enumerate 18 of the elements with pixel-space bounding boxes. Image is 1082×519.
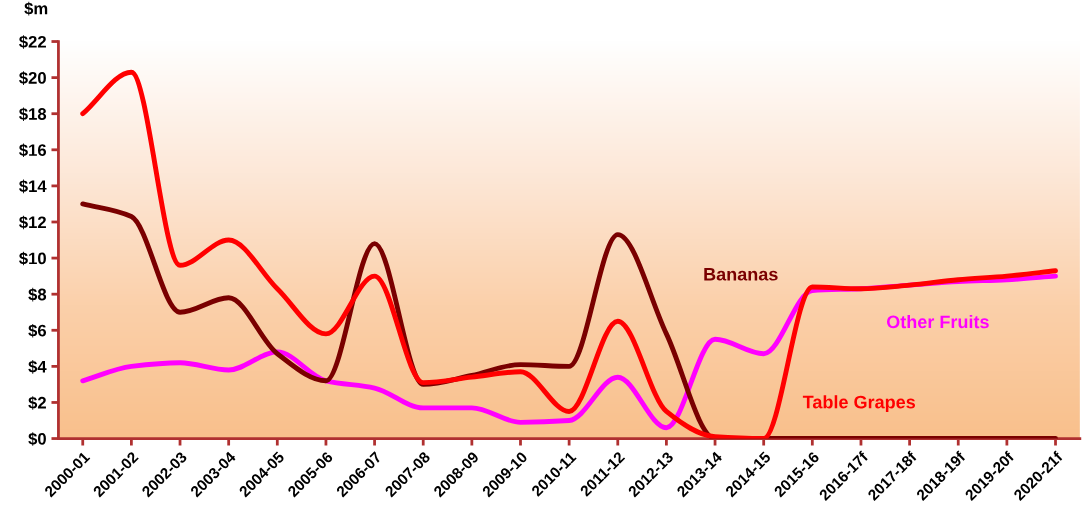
y-tick-label: $0 — [28, 432, 46, 446]
y-axis-title: $m — [24, 1, 48, 16]
text: Bananas — [704, 268, 778, 281]
y-tick-label: $16 — [19, 143, 47, 158]
line-series — [80, 69, 1058, 439]
y-tick-label: $4 — [28, 360, 47, 374]
y-tick-label: $18 — [19, 107, 47, 121]
line-series — [80, 201, 1058, 439]
y-tick-label: $12 — [19, 215, 46, 230]
y-tick-label: $20 — [19, 71, 46, 85]
y-tick-label: $14 — [19, 179, 47, 194]
series-label: Other Fruits — [886, 315, 989, 329]
y-tick-label: $8 — [28, 287, 47, 302]
series-label: Table Grapes — [802, 395, 916, 413]
y-tick-label: $2 — [28, 396, 46, 410]
y-tick-label: $22 — [19, 35, 46, 49]
y-tick-label: $6 — [28, 323, 47, 338]
y-tick-label: $10 — [19, 251, 46, 266]
